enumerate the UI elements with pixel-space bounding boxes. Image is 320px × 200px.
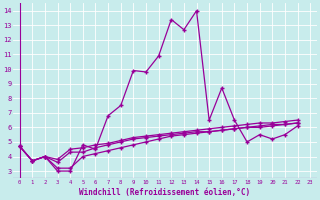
X-axis label: Windchill (Refroidissement éolien,°C): Windchill (Refroidissement éolien,°C)	[79, 188, 251, 197]
